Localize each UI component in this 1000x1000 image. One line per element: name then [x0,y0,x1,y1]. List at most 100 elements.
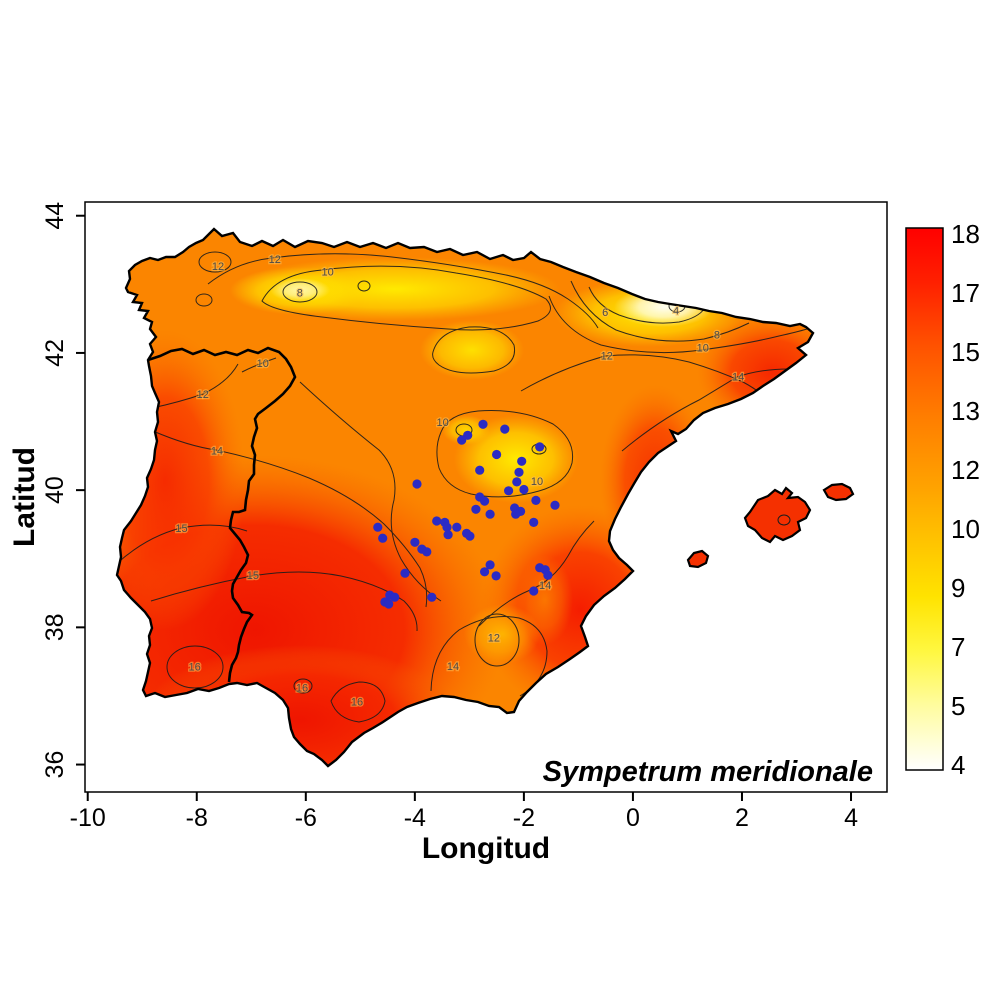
contour-label: 10 [321,266,333,278]
colorbar-tick-label: 17 [951,278,980,308]
contour-label: 16 [351,696,363,708]
y-axis-ticks: 36 38 40 42 44 [41,202,85,779]
contour-label: 16 [296,683,308,695]
contour-label: 14 [539,580,551,592]
occurrence-point [529,517,539,528]
occurrence-point [480,567,490,577]
y-tick-label: 36 [41,751,69,779]
occurrence-point [535,442,545,452]
occurrence-point [480,496,490,506]
species-label: Sympetrum meridionale [543,756,873,788]
contour-label: 4 [673,305,679,317]
occurrence-point [514,467,524,477]
contour-lines [120,251,808,723]
occurrence-point [543,570,553,580]
occurrence-point [443,530,453,540]
occurrence-point [427,592,437,602]
x-tick-label: 2 [735,804,749,832]
x-tick-label: -6 [295,804,317,832]
occurrence-point [432,516,442,526]
contour-label: 16 [188,661,200,673]
occurrence-point [378,533,388,543]
colorbar-tick-label: 12 [951,455,980,485]
occurrence-point [412,479,422,489]
island-contour [777,514,791,526]
colorbar-tick-label: 18 [951,219,980,249]
x-tick-label: 0 [626,804,640,832]
contour-label: 15 [175,523,187,535]
occurrence-point [400,568,410,578]
contour-label: 14 [732,371,744,383]
contour-label: 8 [297,288,303,300]
balearic-islands [686,482,855,569]
occurrence-point [452,522,462,532]
occurrence-point [422,547,432,557]
contour-label: 8 [714,329,720,341]
occurrence-point [485,560,495,570]
contour-label: 10 [257,358,269,370]
occurrence-point [485,509,495,519]
occurrence-point [390,592,400,602]
y-tick-label: 38 [41,613,69,641]
x-axis-ticks: -10 -8 -6 -4 -2 0 2 4 [70,792,858,832]
y-tick-label: 40 [41,476,69,504]
colorbar-tick-label: 13 [951,396,980,426]
contour-label: 14 [447,661,459,673]
occurrence-point [384,599,394,609]
occurrence-point [442,522,452,532]
x-tick-label: -8 [186,804,208,832]
x-axis-title: Longitud [422,832,550,865]
contour-label: 15 [247,570,259,582]
occurrence-point [491,571,501,581]
occurrence-point [500,424,510,434]
colorbar-tick-label: 7 [951,632,965,662]
contour-value-labels: 12 12 10 8 10 12 6 4 8 10 12 14 10 10 14 15 15 14 12 14 16 16… [174,253,745,710]
x-tick-label: -10 [70,804,106,832]
island-ibiza [686,549,710,569]
island-mallorca [743,486,812,544]
colorbar-tick-label: 10 [951,514,980,544]
x-tick-label: -2 [513,804,535,832]
occurrence-point [475,465,485,475]
occurrence-point [457,435,467,445]
occurrence-point [471,504,481,514]
contour-label: 12 [197,389,209,401]
colorbar-labels: 18 17 15 13 12 10 9 7 5 4 [951,219,980,780]
contour-label: 10 [697,342,709,354]
colorbar-tick-label: 9 [951,573,965,603]
contour-label: 12 [488,633,500,645]
y-tick-label: 42 [41,339,69,367]
contour-label: 6 [602,307,608,319]
contour-label: 10 [437,417,449,429]
occurrence-point [410,537,420,547]
occurrence-point [529,586,539,596]
occurrence-point [492,449,502,460]
occurrence-point [512,477,522,487]
colorbar-tick-label: 5 [951,691,965,721]
y-tick-label: 44 [41,202,69,230]
colorbar [905,227,944,771]
occurrence-point [478,419,488,429]
occurrence-point [504,486,514,496]
occurrence-point [465,531,475,541]
occurrence-point [519,484,529,495]
contour-label: 12 [601,351,613,363]
colorbar-tick-label: 15 [951,337,980,367]
contour-label: 14 [211,445,223,457]
contour-label: 10 [531,476,543,488]
y-axis-title: Latitud [8,447,41,547]
occurrence-points [373,419,560,609]
occurrence-point [373,522,383,532]
occurrence-point [517,456,527,466]
occurrence-point [550,500,560,510]
x-tick-label: -4 [404,804,426,832]
occurrence-point [511,509,521,519]
contour-label: 12 [269,254,281,266]
contour-label: 12 [212,261,224,273]
portugal-spain-border [147,346,297,683]
colorbar-tick-label: 4 [951,750,965,780]
occurrence-point [531,495,541,505]
x-tick-label: 4 [844,804,858,832]
